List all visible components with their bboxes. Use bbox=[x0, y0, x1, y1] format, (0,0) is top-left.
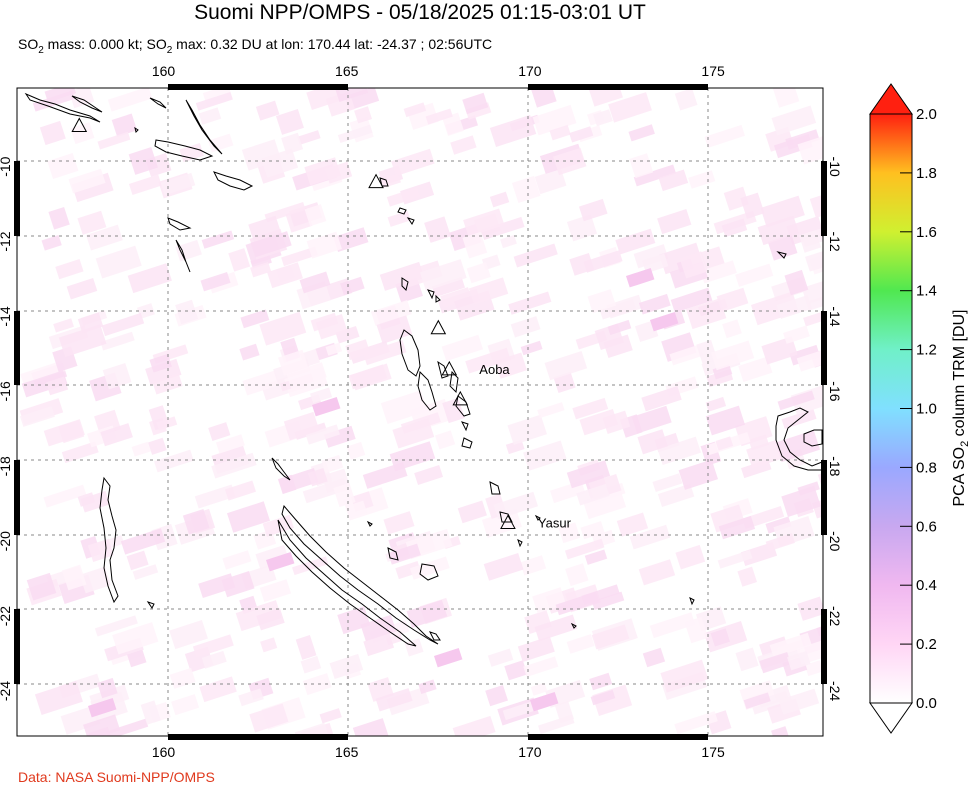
map-frame bbox=[16, 87, 824, 737]
lon-tick-label-bottom: 175 bbox=[701, 744, 725, 760]
colorbar-bottom-arrow bbox=[869, 702, 913, 734]
lon-tick-label-top: 160 bbox=[152, 63, 176, 79]
volcano-label: Yasur bbox=[538, 515, 572, 530]
volcano-markers: Aoba Yasur bbox=[71, 117, 572, 530]
lat-tick-label-left: -10 bbox=[0, 156, 13, 176]
colorbar: 0.0 0.2 0.4 0.6 0.8 1.0 1.2 1.4 1.6 1.8 2.0 PCA SO… bbox=[869, 83, 971, 734]
lon-tick-label-top: 175 bbox=[701, 63, 725, 79]
lat-tick-label-right: -16 bbox=[827, 381, 843, 401]
volcano-icon bbox=[500, 514, 516, 529]
lat-tick-label-right: -10 bbox=[827, 157, 843, 177]
colorbar-tick-label: 1.0 bbox=[916, 401, 937, 418]
colorbar-tick-label: 0.8 bbox=[916, 459, 937, 476]
colorbar-tick-label: 2.0 bbox=[916, 106, 937, 123]
lat-tick-label-right: -18 bbox=[827, 456, 843, 476]
longitude-labels-top: 160 165 170 175 bbox=[152, 63, 725, 79]
graticule bbox=[17, 88, 823, 736]
lat-tick-label-left: -20 bbox=[0, 531, 13, 551]
subtitle: SO2 mass: 0.000 kt; SO2 max: 0.32 DU at … bbox=[18, 36, 493, 56]
volcano-icon bbox=[71, 117, 88, 132]
lat-tick-label-left: -14 bbox=[0, 306, 13, 326]
lat-tick-label-right: -20 bbox=[827, 531, 843, 551]
volcano-icon bbox=[430, 319, 447, 335]
latitude-labels-left: -10 -12 -14 -16 -18 -20 -22 -24 bbox=[0, 156, 13, 701]
lat-tick-label-right: -12 bbox=[827, 231, 843, 251]
lon-tick-label-bottom: 160 bbox=[152, 744, 176, 760]
lat-tick-label-left: -24 bbox=[0, 681, 13, 701]
lon-tick-label-top: 170 bbox=[518, 63, 542, 79]
colorbar-tick-label: 0.0 bbox=[916, 695, 937, 712]
data-credit: Data: NASA Suomi-NPP/OMPS bbox=[18, 769, 215, 785]
lat-tick-label-left: -12 bbox=[0, 231, 13, 251]
page-title: Suomi NPP/OMPS - 05/18/2025 01:15-03:01 … bbox=[194, 1, 646, 24]
lon-tick-label-bottom: 165 bbox=[335, 744, 359, 760]
lat-tick-label-left: -18 bbox=[0, 456, 13, 476]
axis-bars bbox=[14, 84, 827, 740]
lat-tick-label-right: -14 bbox=[827, 306, 843, 326]
lat-tick-label-left: -16 bbox=[0, 381, 13, 401]
colorbar-tick-label: 0.2 bbox=[916, 636, 937, 653]
colorbar-label: PCA SO2 column TRM [DU] bbox=[951, 310, 971, 507]
colorbar-tick-label: 0.6 bbox=[916, 518, 937, 535]
lon-tick-label-top: 165 bbox=[335, 63, 359, 79]
colorbar-tick-label: 1.6 bbox=[916, 224, 937, 241]
volcano-icon bbox=[368, 173, 384, 189]
volcano-icon bbox=[441, 360, 458, 376]
colorbar-tick-label: 0.4 bbox=[916, 577, 937, 594]
lat-tick-label-right: -24 bbox=[827, 681, 843, 701]
colorbar-tick-label: 1.8 bbox=[916, 165, 937, 182]
lat-tick-label-right: -22 bbox=[827, 606, 843, 626]
colorbar-top-arrow bbox=[869, 83, 913, 115]
colorbar-tick-label: 1.2 bbox=[916, 342, 937, 359]
colorbar-tick-label: 1.4 bbox=[916, 283, 937, 300]
so2-field bbox=[19, 88, 823, 736]
volcano-icon bbox=[452, 390, 469, 406]
latitude-labels-right: -10 -12 -14 -16 -18 -20 -22 -24 bbox=[827, 157, 843, 702]
lat-tick-label-left: -22 bbox=[0, 606, 13, 626]
lon-tick-label-bottom: 170 bbox=[518, 744, 542, 760]
colorbar-ticks: 0.0 0.2 0.4 0.6 0.8 1.0 1.2 1.4 1.6 1.8 2.0 bbox=[900, 106, 937, 712]
longitude-labels-bottom: 160 165 170 175 bbox=[152, 744, 725, 760]
coastlines bbox=[24, 92, 823, 647]
volcano-label: Aoba bbox=[479, 362, 510, 377]
